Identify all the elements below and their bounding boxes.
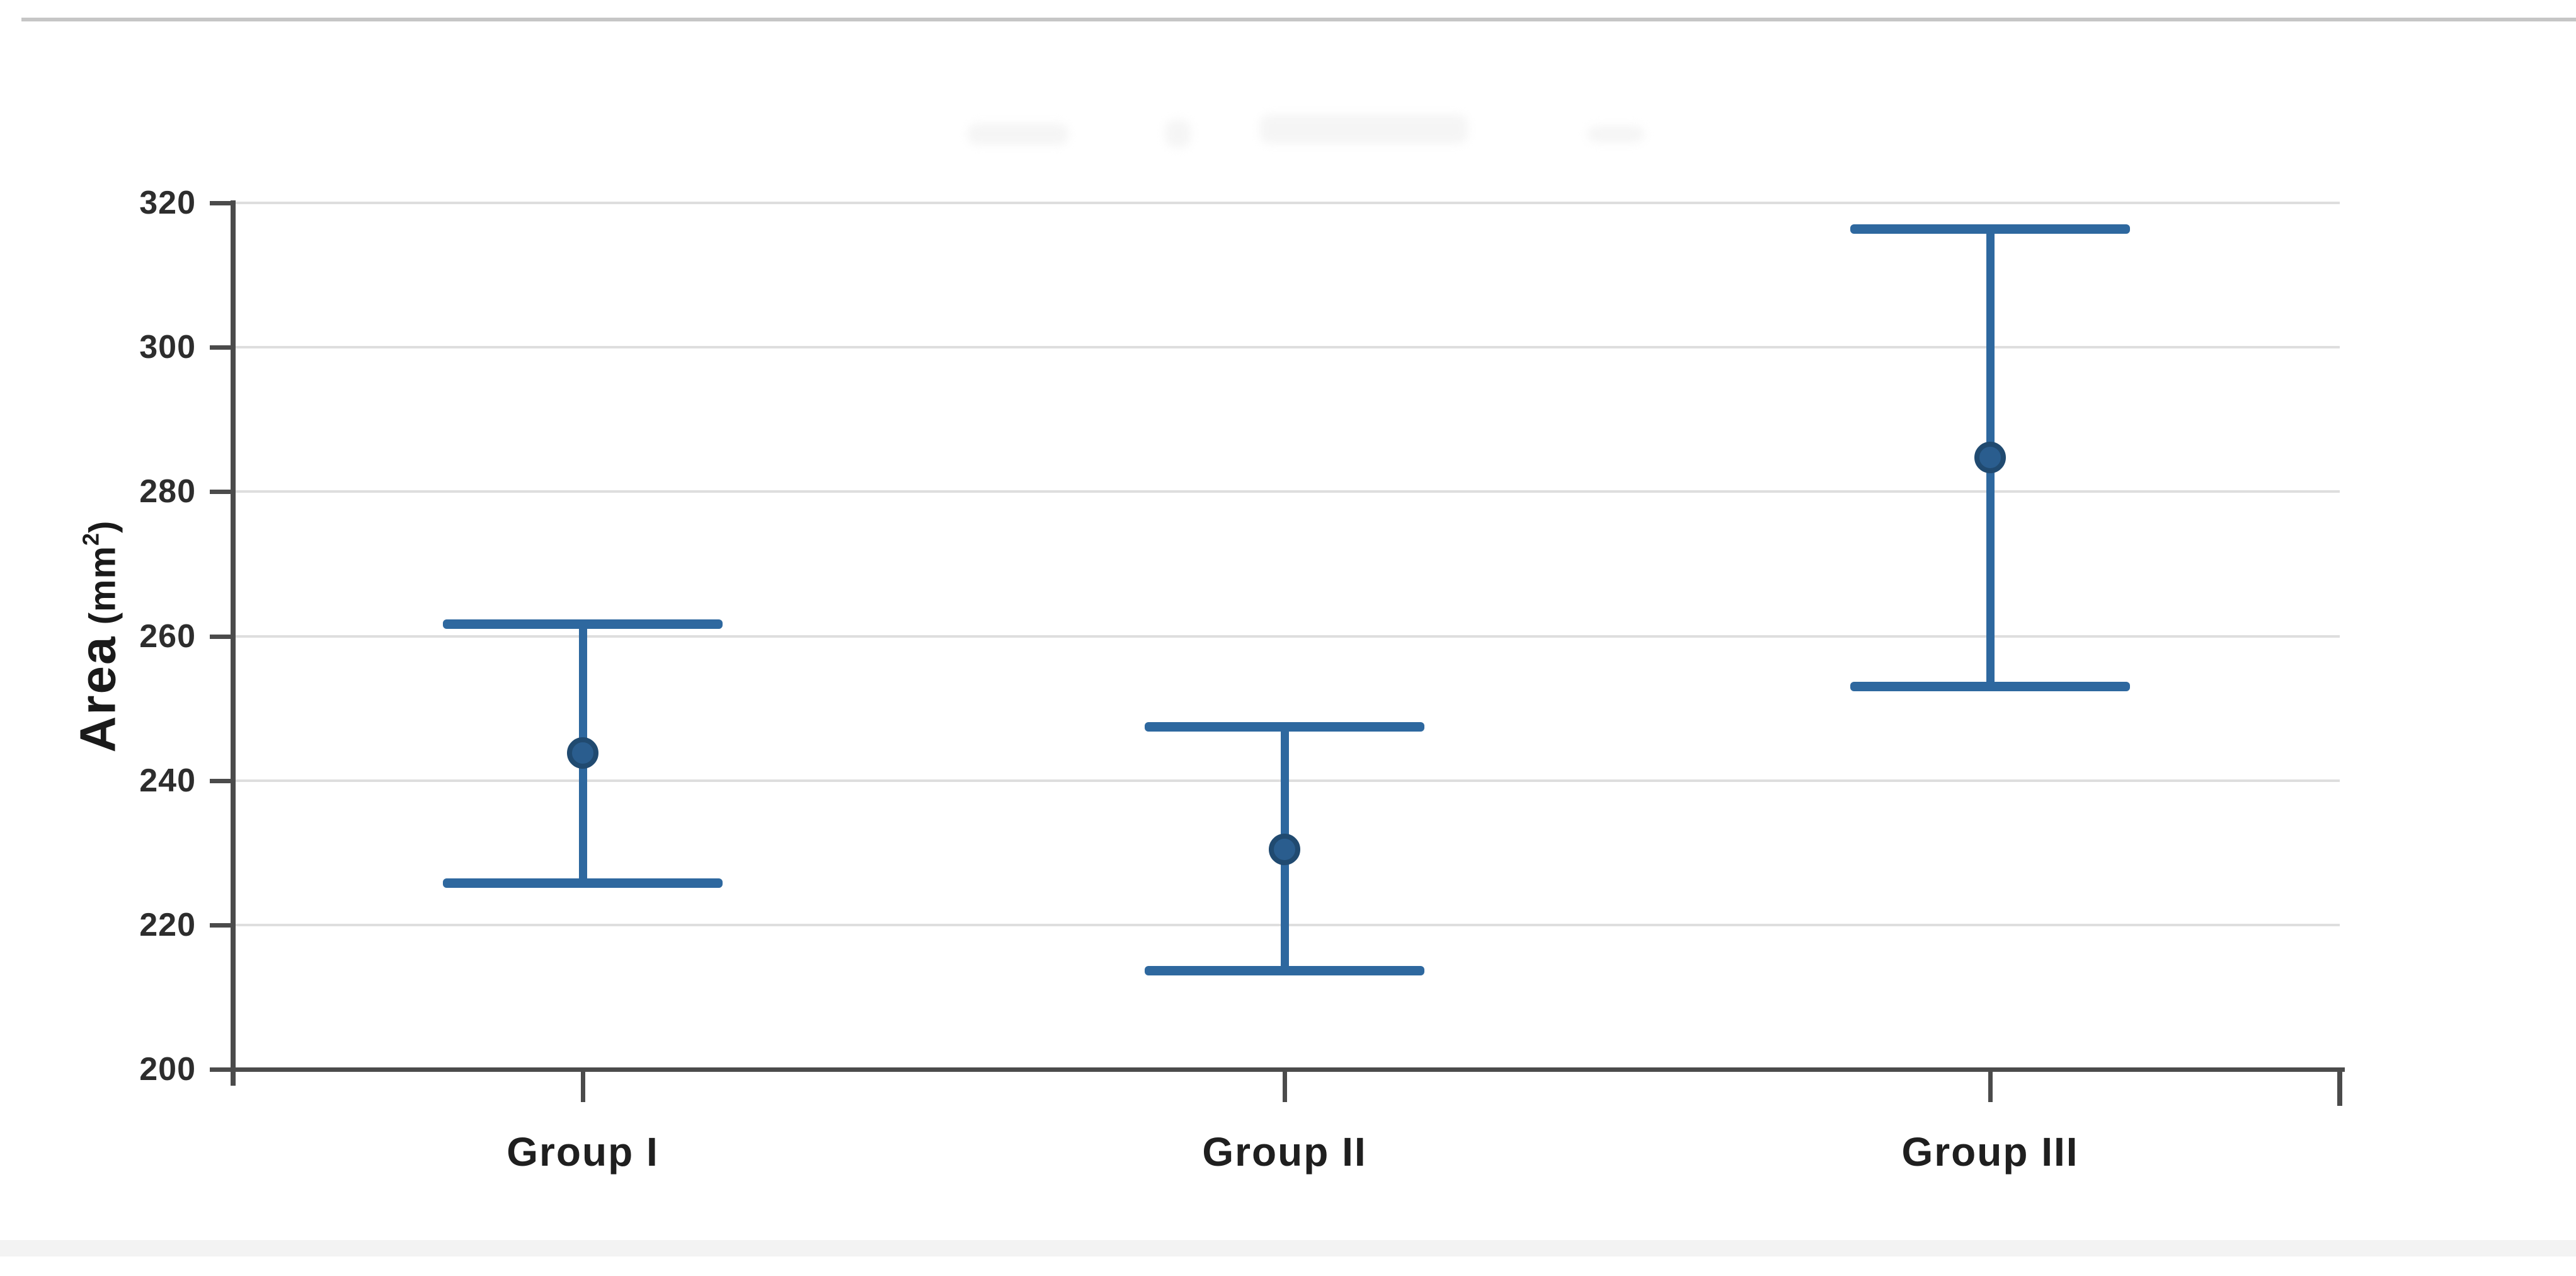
y-tick bbox=[210, 201, 233, 205]
bottom-band bbox=[0, 1240, 2576, 1256]
x-tick bbox=[1988, 1069, 1993, 1102]
gridline bbox=[233, 635, 2340, 638]
mean-marker bbox=[1269, 833, 1300, 865]
gridline bbox=[233, 346, 2340, 349]
y-tick bbox=[210, 490, 233, 495]
y-tick bbox=[210, 923, 233, 928]
y-tick-label: 220 bbox=[139, 906, 196, 943]
y-tick-label: 300 bbox=[139, 329, 196, 366]
error-bar-lower-cap bbox=[1850, 682, 2130, 692]
mean-marker bbox=[1974, 442, 2006, 474]
x-tick bbox=[1283, 1069, 1287, 1102]
erased-title-ghost bbox=[1165, 120, 1191, 147]
error-bar-lower-cap bbox=[1145, 965, 1424, 975]
x-tick bbox=[581, 1069, 585, 1102]
erased-title-ghost bbox=[1260, 115, 1468, 144]
error-bar-upper-cap bbox=[1850, 224, 2130, 234]
error-bar-upper-cap bbox=[1145, 722, 1424, 732]
x-axis-end-tick bbox=[2337, 1069, 2342, 1106]
category-label: Group I bbox=[507, 1129, 659, 1175]
x-axis-line bbox=[231, 1067, 2345, 1072]
gridline bbox=[233, 202, 2340, 204]
gridline bbox=[233, 490, 2340, 493]
y-tick bbox=[210, 345, 233, 350]
y-tick-label: 320 bbox=[139, 185, 196, 221]
error-bar-lower-cap bbox=[443, 878, 723, 888]
y-tick-label: 240 bbox=[139, 762, 196, 799]
y-tick-label: 260 bbox=[139, 618, 196, 655]
top-border-line bbox=[21, 18, 2576, 21]
category-label: Group II bbox=[1202, 1129, 1367, 1175]
y-tick bbox=[210, 1067, 233, 1072]
y-tick-label: 200 bbox=[139, 1051, 196, 1088]
y-axis-line bbox=[231, 200, 236, 1086]
category-label: Group III bbox=[1901, 1129, 2079, 1175]
erased-title-ghost bbox=[968, 124, 1068, 145]
y-tick bbox=[210, 778, 233, 783]
erased-title-ghost bbox=[1588, 126, 1644, 142]
error-bar-upper-cap bbox=[443, 619, 723, 629]
y-tick-label: 280 bbox=[139, 473, 196, 510]
mean-marker bbox=[567, 737, 598, 769]
y-tick bbox=[210, 634, 233, 639]
